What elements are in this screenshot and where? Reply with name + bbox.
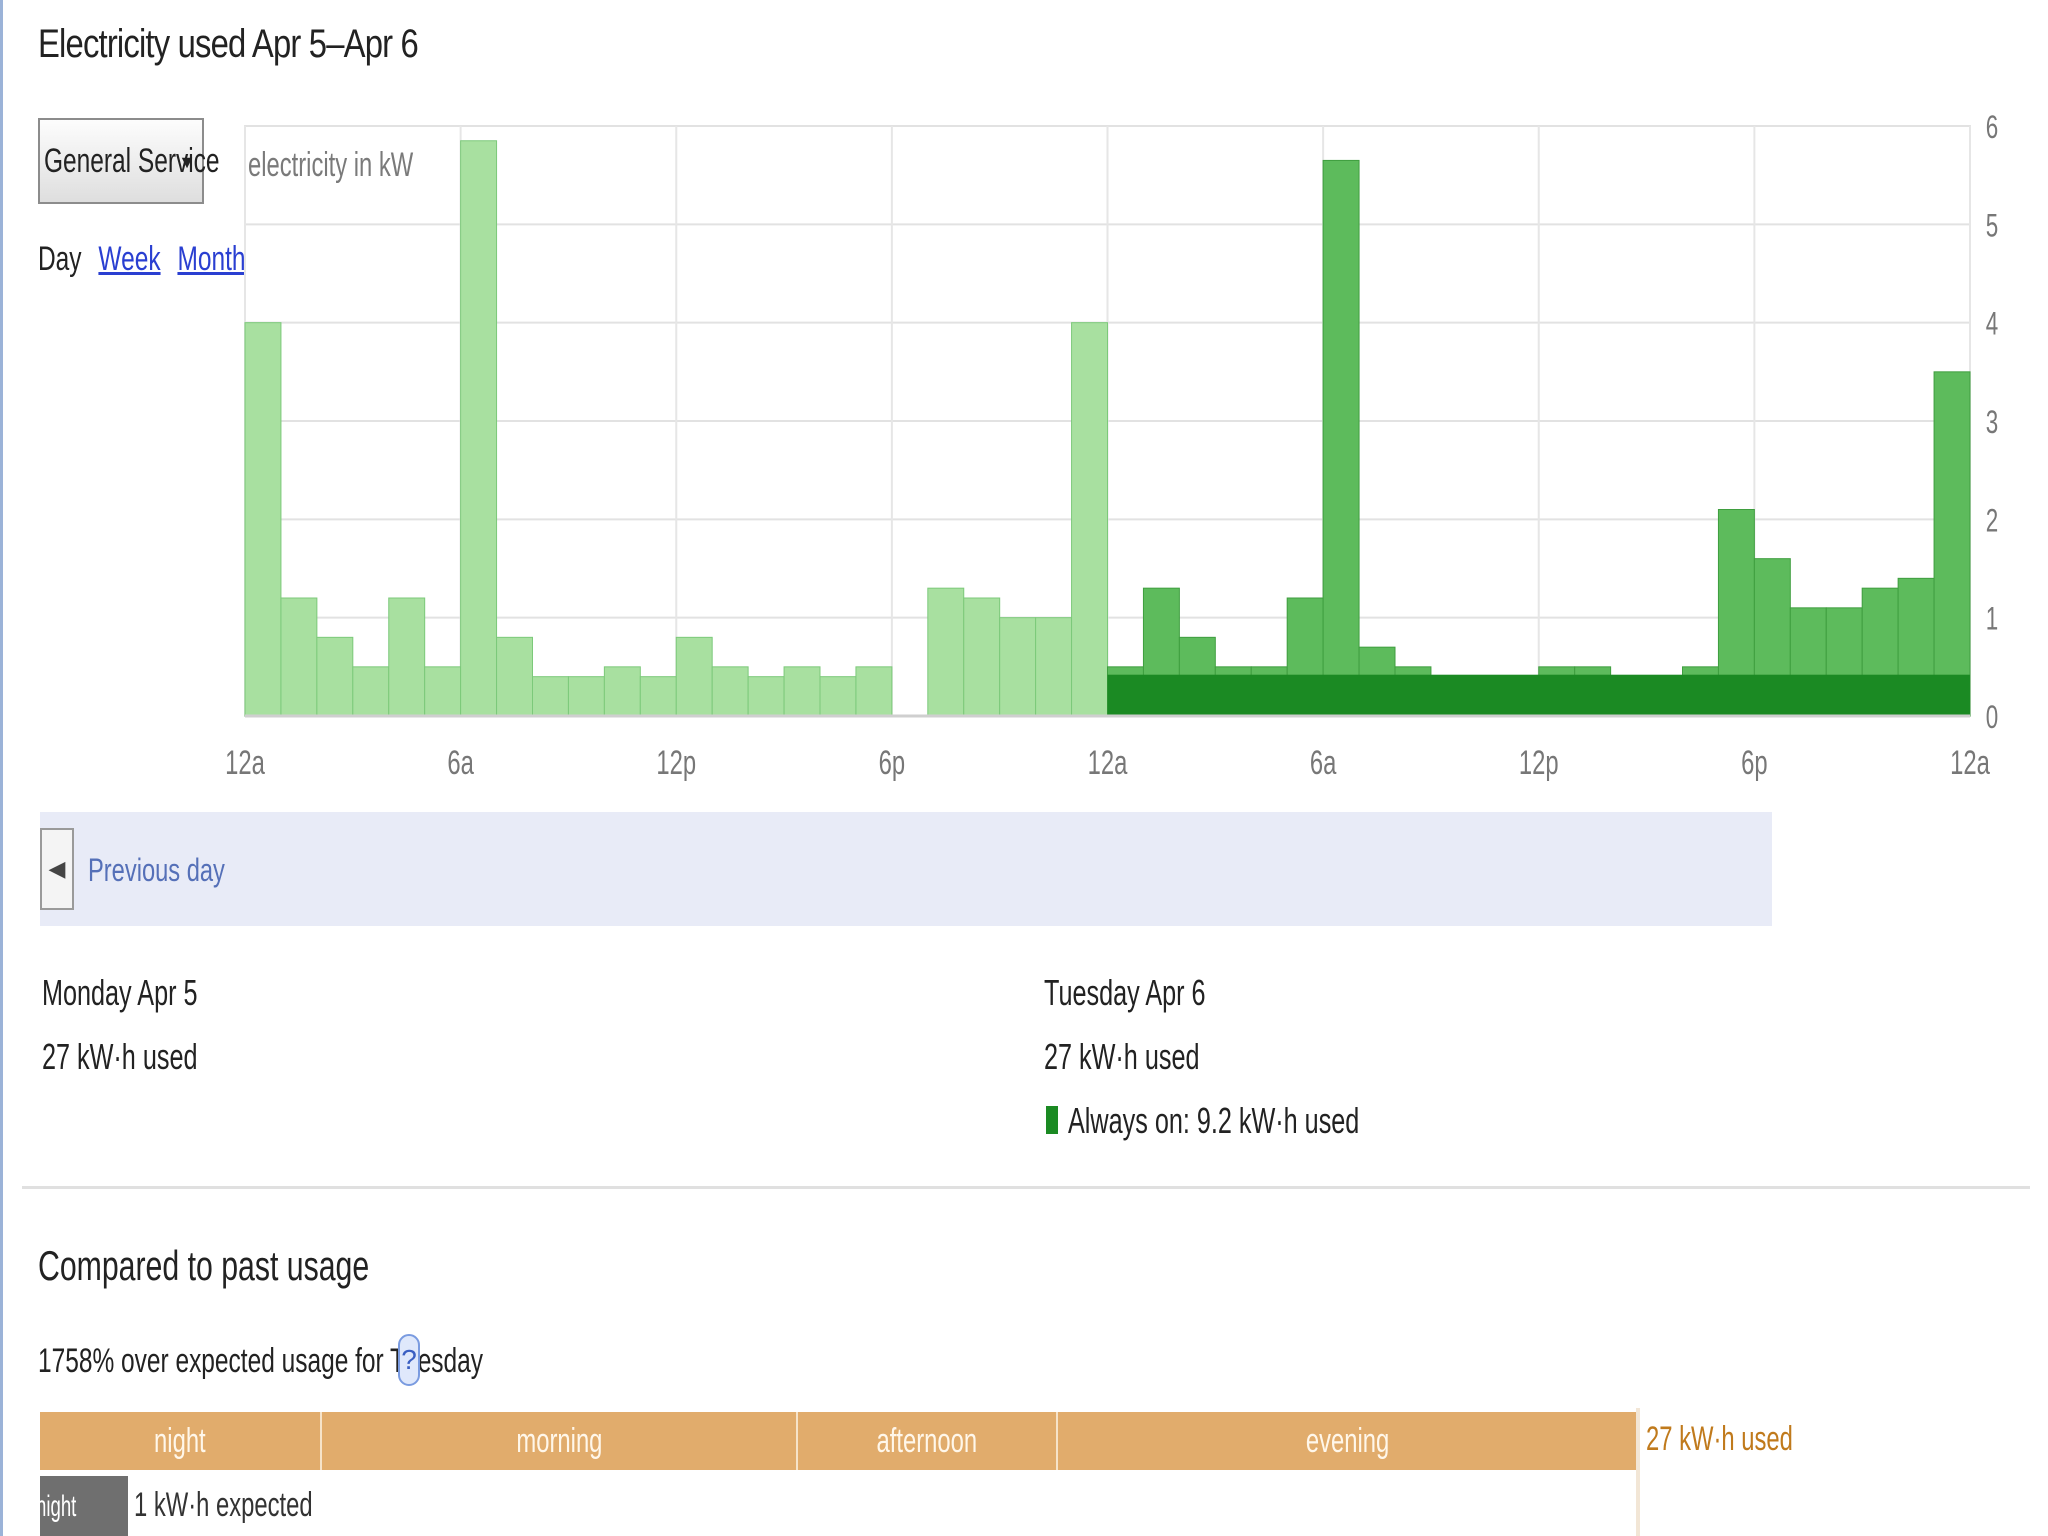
used-marker — [1636, 1408, 1640, 1536]
x-tick-label: 12a — [1088, 744, 1128, 782]
period-label: evening — [1306, 1421, 1390, 1460]
previous-day-link[interactable]: Previous day — [88, 852, 225, 888]
x-tick-label: 12p — [1519, 744, 1559, 782]
usage-bar — [567, 676, 605, 717]
usage-bar — [352, 666, 390, 717]
usage-bar — [711, 666, 749, 717]
chevron-left-icon: ◀ — [48, 856, 66, 881]
x-tick-label: 6p — [879, 744, 905, 782]
usage-bar — [424, 666, 462, 717]
period-evening: evening — [1057, 1412, 1640, 1470]
y-tick-label: 1 — [1986, 601, 1998, 637]
monday-usage: 27 kW·h used — [42, 1036, 198, 1077]
period-label: night — [153, 1421, 206, 1460]
y-tick-label: 4 — [1986, 306, 1998, 342]
usage-bar — [532, 676, 569, 717]
used-total-label: 27 kW·h used — [1646, 1420, 1793, 1458]
x-tick-label: 6p — [1741, 744, 1767, 782]
y-tick-label: 2 — [1986, 502, 1998, 538]
usage-bar — [388, 597, 426, 717]
previous-day-button[interactable]: ◀ — [40, 828, 74, 910]
tab-day[interactable]: Day — [38, 240, 82, 278]
comparison-title: Compared to past usage — [38, 1242, 370, 1289]
y-tick-label: 5 — [1986, 207, 1998, 243]
usage-bar — [244, 322, 282, 717]
tuesday-usage: 27 kW·h used — [1044, 1036, 1200, 1077]
y-axis-label: electricity in kW — [248, 146, 413, 184]
axes: 0 1 2 3 4 5 6 12a 6a 12p 6p 12a 6a 12p 6p 12a — [225, 109, 1998, 782]
monday-title: Monday Apr 5 — [42, 972, 198, 1013]
bars — [244, 140, 1971, 717]
y-tick-label: 3 — [1986, 404, 1998, 440]
usage-bar — [783, 666, 821, 717]
usage-bar — [1035, 617, 1073, 717]
usage-bar — [1322, 159, 1360, 717]
period-afternoon: afternoon — [798, 1412, 1058, 1470]
x-tick-label: 12a — [1950, 744, 1990, 782]
usage-bar — [675, 636, 713, 717]
always-on-usage: Always on: 9.2 kW·h used — [1068, 1100, 1360, 1141]
usage-bar — [603, 666, 641, 717]
period-label: morning — [515, 1421, 602, 1460]
tuesday-title: Tuesday Apr 6 — [1044, 972, 1206, 1013]
page-left-border — [0, 0, 3, 1536]
expected-usage-label: 1 kW·h expected — [134, 1486, 313, 1524]
x-tick-label: 12p — [656, 744, 696, 782]
period-morning: morning — [321, 1412, 799, 1470]
range-tabs: Day Week Month — [38, 240, 256, 279]
x-tick-label: 6a — [447, 744, 474, 782]
usage-bar — [927, 587, 965, 717]
service-select-label: General Service — [44, 141, 220, 180]
x-tick-label: 12a — [225, 744, 265, 782]
tab-week[interactable]: Week — [98, 240, 161, 278]
y-tick-label: 0 — [1986, 699, 1998, 735]
usage-bar — [639, 676, 677, 717]
usage-bar — [316, 636, 354, 717]
usage-bar — [280, 597, 318, 717]
dropdown-arrow-icon: ▼ — [178, 152, 196, 172]
usage-bar — [496, 636, 533, 717]
section-divider — [22, 1186, 2030, 1189]
period-label: afternoon — [876, 1421, 978, 1460]
tab-month[interactable]: Month — [177, 240, 246, 278]
usage-bar — [1071, 322, 1108, 717]
y-tick-label: 6 — [1986, 109, 1998, 145]
usage-bar — [819, 676, 857, 717]
usage-chart: 0 1 2 3 4 5 6 12a 6a 12p 6p 12a 6a 12p 6p 12a electrici… — [225, 109, 1998, 782]
x-tick-label: 6a — [1310, 744, 1337, 782]
usage-bar — [999, 617, 1037, 717]
question-icon[interactable]: ? — [398, 1334, 420, 1386]
period-night: night — [40, 1412, 322, 1470]
expected-segment-label: night — [40, 1490, 77, 1523]
always-on-band — [1107, 674, 1970, 716]
usage-bar — [855, 666, 893, 717]
service-select[interactable]: General Service ▼ — [38, 118, 220, 204]
usage-bar — [747, 676, 785, 717]
expected-night-block: night — [40, 1476, 128, 1536]
page-title: Electricity used Apr 5–Apr 6 — [38, 22, 419, 66]
period-usage-bar: night morning afternoon evening — [40, 1412, 1640, 1470]
always-on-swatch — [1046, 1106, 1058, 1134]
usage-bar — [963, 597, 1001, 717]
navigation-band — [40, 812, 1772, 926]
usage-bar — [460, 140, 498, 717]
usage-bar — [1933, 371, 1971, 717]
